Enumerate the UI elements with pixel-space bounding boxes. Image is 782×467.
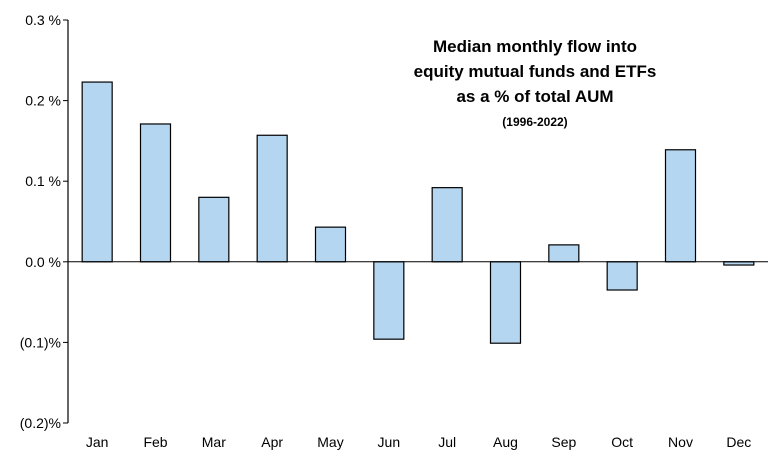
bar-jul (431, 187, 463, 263)
x-tick-label: Jun (378, 434, 401, 450)
bar-may (314, 226, 347, 263)
x-tick-label: Aug (493, 434, 518, 450)
y-tick-label: 0.1 % (25, 173, 61, 189)
chart-title-line-1: Median monthly flow into (433, 37, 637, 56)
x-axis-tick-labels: Jan Feb Mar Apr May Jun Jul Aug Sep Oct Nov Dec (86, 434, 751, 450)
bar-mar (198, 196, 230, 263)
y-tick-label: 0.0 % (25, 254, 61, 270)
y-tick-label: (0.2)% (20, 415, 61, 431)
x-tick-label: Dec (726, 434, 751, 450)
chart-title-line-2: equity mutual funds and ETFs (414, 62, 657, 81)
x-tick-label: Oct (611, 434, 633, 450)
chart-subtitle: (1996-2022) (502, 115, 567, 129)
x-tick-label: Nov (668, 434, 693, 450)
bar-sep (548, 244, 580, 263)
x-tick-label: Jan (86, 434, 109, 450)
bar-nov (664, 149, 697, 263)
bar-feb (139, 123, 172, 263)
y-tick-label: (0.1)% (20, 334, 61, 350)
x-tick-label: Apr (261, 434, 283, 450)
bar-oct (606, 261, 638, 291)
x-tick-label: May (317, 434, 343, 450)
x-tick-label: Sep (551, 434, 576, 450)
y-tick-label: 0.3 % (25, 12, 61, 28)
y-axis-tick-labels: 0.3 % 0.2 % 0.1 % 0.0 % (0.1)% (0.2)% (20, 12, 61, 431)
bar-aug (489, 261, 522, 344)
y-axis-ticks (63, 19, 68, 424)
bar-apr (256, 134, 288, 263)
x-tick-label: Feb (143, 434, 167, 450)
bars (81, 81, 755, 344)
y-tick-label: 0.2 % (25, 93, 61, 109)
x-tick-label: Mar (202, 434, 226, 450)
bar-jun (373, 261, 405, 340)
chart-title: Median monthly flow into equity mutual f… (414, 37, 657, 129)
x-tick-label: Jul (438, 434, 456, 450)
bar-jan (81, 81, 113, 263)
chart-title-line-3: as a % of total AUM (456, 87, 613, 106)
